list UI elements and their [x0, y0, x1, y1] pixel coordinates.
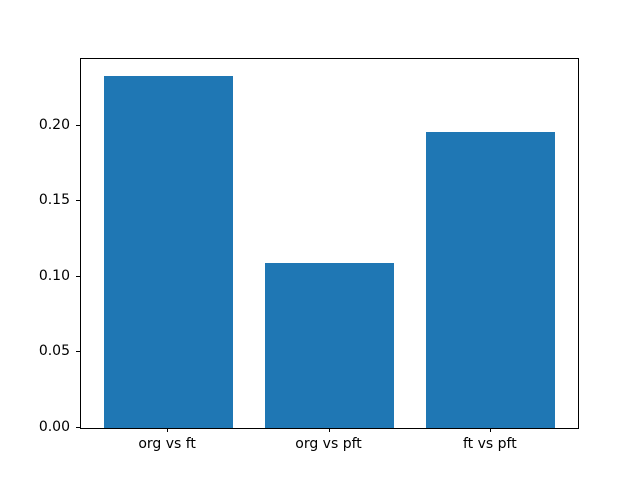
x-tick-label: ft vs pft — [463, 436, 517, 452]
y-tick-mark — [76, 124, 80, 126]
bar-org-vs-pft — [264, 263, 395, 428]
bar-org-vs-ft — [103, 76, 233, 428]
x-tick-label: org vs pft — [295, 436, 362, 452]
x-tick-mark — [489, 428, 491, 432]
y-tick-label: 0.00 — [38, 419, 70, 435]
x-tick-label: org vs ft — [138, 436, 196, 452]
y-tick-label: 0.20 — [38, 116, 70, 133]
y-tick-label: 0.05 — [38, 343, 70, 360]
y-tick-mark — [76, 351, 80, 353]
y-tick-mark — [76, 275, 80, 277]
plot-area — [80, 58, 579, 429]
x-tick-mark — [328, 428, 330, 432]
bar-ft-vs-pft — [426, 131, 556, 428]
y-tick-mark — [76, 427, 80, 428]
x-tick-mark — [167, 428, 169, 432]
y-tick-label: 0.10 — [38, 267, 70, 284]
y-tick-label: 0.15 — [38, 192, 70, 209]
y-tick-mark — [76, 200, 80, 202]
